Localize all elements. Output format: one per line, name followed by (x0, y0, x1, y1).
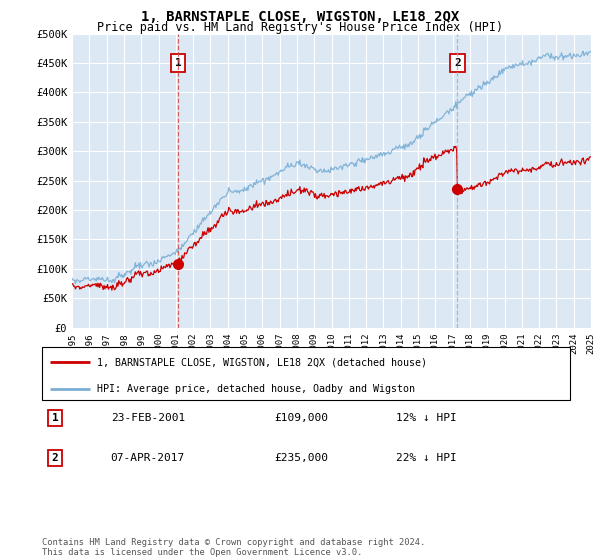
Text: 22% ↓ HPI: 22% ↓ HPI (396, 453, 457, 463)
Text: 2: 2 (52, 453, 59, 463)
Text: 12% ↓ HPI: 12% ↓ HPI (396, 413, 457, 423)
FancyBboxPatch shape (42, 347, 570, 400)
Text: £235,000: £235,000 (274, 453, 328, 463)
Text: HPI: Average price, detached house, Oadby and Wigston: HPI: Average price, detached house, Oadb… (97, 384, 415, 394)
Text: 1: 1 (175, 58, 181, 68)
Text: £109,000: £109,000 (274, 413, 328, 423)
Text: 23-FEB-2001: 23-FEB-2001 (110, 413, 185, 423)
Text: 2: 2 (454, 58, 461, 68)
Text: 07-APR-2017: 07-APR-2017 (110, 453, 185, 463)
Text: Contains HM Land Registry data © Crown copyright and database right 2024.
This d: Contains HM Land Registry data © Crown c… (42, 538, 425, 557)
Text: 1, BARNSTAPLE CLOSE, WIGSTON, LE18 2QX: 1, BARNSTAPLE CLOSE, WIGSTON, LE18 2QX (141, 10, 459, 24)
Text: 1: 1 (52, 413, 59, 423)
Text: Price paid vs. HM Land Registry's House Price Index (HPI): Price paid vs. HM Land Registry's House … (97, 21, 503, 34)
Text: 1, BARNSTAPLE CLOSE, WIGSTON, LE18 2QX (detached house): 1, BARNSTAPLE CLOSE, WIGSTON, LE18 2QX (… (97, 357, 427, 367)
